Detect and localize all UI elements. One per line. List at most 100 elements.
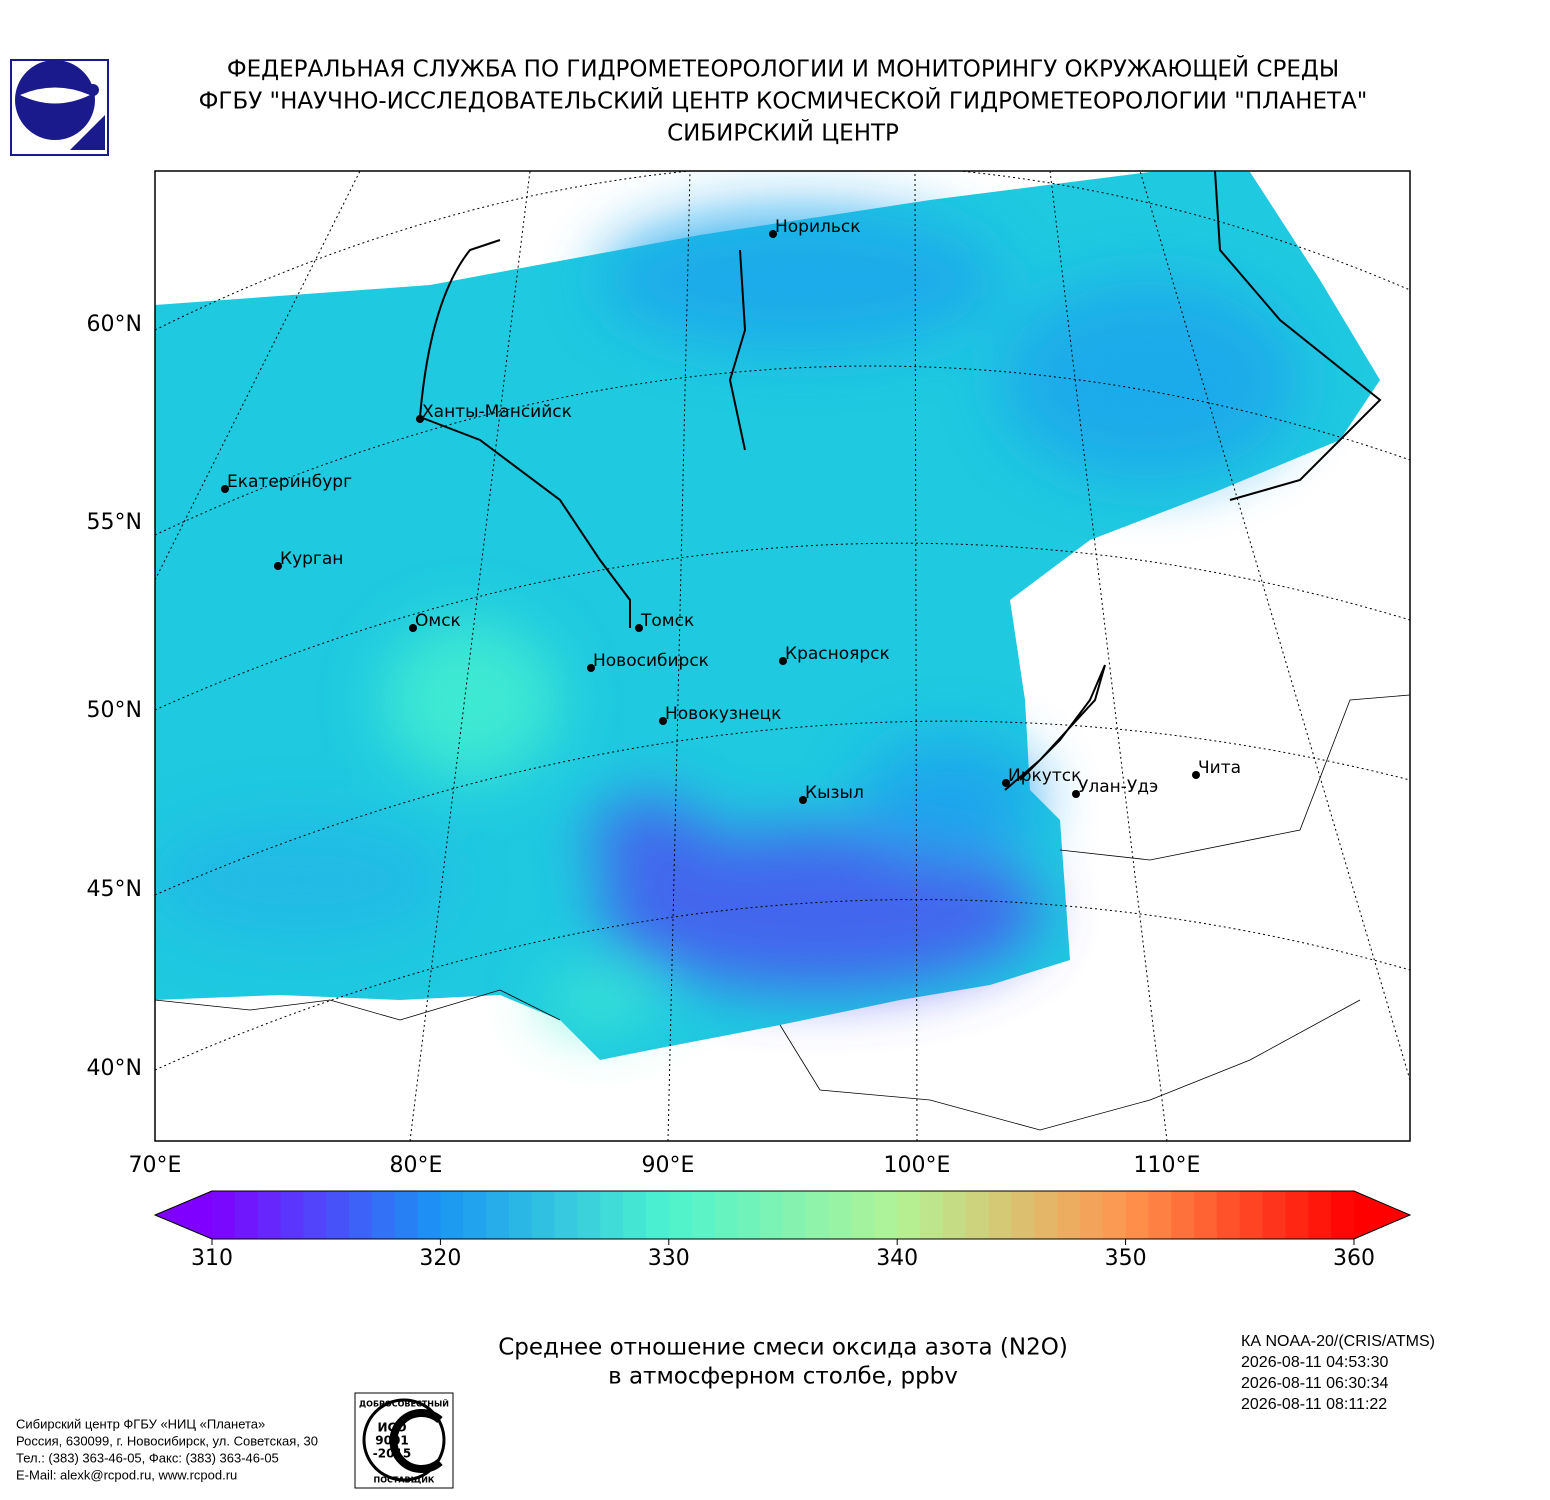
colorbar-segment — [371, 1191, 396, 1239]
map-frame — [154, 170, 1411, 1142]
colorbar-segment — [714, 1191, 738, 1239]
footer-line: Тел.: (383) 363-46-05, Факс: (383) 363-4… — [16, 1450, 279, 1465]
header-line: ФЕДЕРАЛЬНАЯ СЛУЖБА ПО ГИДРОМЕТЕОРОЛОГИИ … — [227, 55, 1339, 83]
colorbar-segment — [1239, 1191, 1264, 1239]
colorbar-segment — [805, 1191, 830, 1239]
city-dot — [1192, 771, 1200, 779]
colorbar-segment — [486, 1191, 510, 1239]
colorbar-segment — [1011, 1191, 1035, 1239]
lat-label: 55°N — [87, 510, 142, 535]
iso-text: ИСО — [377, 1421, 406, 1435]
colorbar-segment — [1125, 1191, 1149, 1239]
colorbar-max-arrow — [1354, 1191, 1410, 1239]
lat-label: 60°N — [87, 312, 142, 337]
colorbar-segment — [1057, 1191, 1081, 1239]
city-dot — [221, 485, 229, 493]
city-dot — [416, 415, 424, 423]
iso-top: ДОБРОСОВЕСТНЫЙ — [359, 1398, 449, 1409]
colorbar-segment — [1285, 1191, 1309, 1239]
lat-label: 50°N — [87, 698, 142, 723]
satellite-line: 2026-08-11 08:11:22 — [1241, 1396, 1387, 1413]
colorbar-segment — [828, 1191, 853, 1239]
city-label: Екатеринбург — [227, 472, 352, 492]
lon-label: 70°E — [129, 1153, 182, 1178]
city-label: Чита — [1198, 758, 1241, 778]
colorbar-tick-label: 320 — [419, 1246, 461, 1271]
colorbar-segment — [212, 1191, 236, 1239]
footer-line: E-Mail: alexk@rcpod.ru, www.rcpod.ru — [16, 1467, 237, 1482]
iso-bottom: ПОСТАВЩИК — [374, 1476, 435, 1485]
colorbar-segment — [737, 1191, 761, 1239]
colorbar-segment — [1194, 1191, 1218, 1239]
colorbar-segment — [645, 1191, 670, 1239]
caption-line: Среднее отношение смеси оксида азота (N2… — [498, 1335, 1068, 1361]
iso-text: 9001 — [375, 1434, 408, 1448]
iso-text: -2015 — [373, 1447, 411, 1461]
colorbar-segment — [326, 1191, 350, 1239]
colorbar-tick-label: 360 — [1333, 1246, 1375, 1271]
map-area — [155, 171, 1410, 1141]
colorbar-segment — [1034, 1191, 1058, 1239]
colorbar-segment — [760, 1191, 784, 1239]
colorbar-segment — [531, 1191, 556, 1239]
colorbar-segment — [691, 1191, 715, 1239]
colorbar-segment — [1331, 1191, 1355, 1239]
colorbar-segment — [1102, 1191, 1127, 1239]
city-dot — [409, 624, 417, 632]
city-dot — [587, 664, 595, 672]
city-dot — [1002, 779, 1010, 787]
city-label: Томск — [640, 611, 694, 631]
colorbar-segment — [1079, 1191, 1104, 1239]
city-dot — [799, 796, 807, 804]
colorbar-segment — [942, 1191, 967, 1239]
colorbar-segment — [1148, 1191, 1172, 1239]
colorbar-segment — [668, 1191, 693, 1239]
colorbar-segment — [554, 1191, 578, 1239]
colorbar-segment — [440, 1191, 464, 1239]
footer-line: Сибирский центр ФГБУ «НИЦ «Планета» — [16, 1416, 265, 1431]
city-label: Улан-Удэ — [1078, 777, 1158, 797]
city-label: Ханты-Мансийск — [422, 402, 572, 422]
colorbar-segment — [417, 1191, 441, 1239]
colorbar-segment — [394, 1191, 419, 1239]
colorbar-segment — [783, 1191, 807, 1239]
lon-label: 110°E — [1134, 1153, 1201, 1178]
city-label: Кызыл — [805, 783, 864, 803]
header-line: СИБИРСКИЙ ЦЕНТР — [667, 119, 899, 147]
satellite-line: 2026-08-11 04:53:30 — [1241, 1354, 1388, 1371]
colorbar-segment — [1262, 1191, 1286, 1239]
city-label: Омск — [415, 611, 461, 631]
city-label: Новосибирск — [593, 651, 709, 671]
colorbar-segment — [303, 1191, 327, 1239]
city-label: Норильск — [775, 217, 861, 237]
city-dot — [769, 230, 777, 238]
iso-c — [389, 1409, 443, 1473]
colorbar-segment — [349, 1191, 373, 1239]
satellite-line: КА NOAA-20/(CRIS/ATMS) — [1241, 1333, 1435, 1350]
city-dot — [1072, 790, 1080, 798]
dynamic: ФЕДЕРАЛЬНАЯ СЛУЖБА ПО ГИДРОМЕТЕОРОЛОГИИ … — [16, 55, 1435, 1489]
colorbar-segment — [920, 1191, 944, 1239]
colorbar-tick-label: 350 — [1105, 1246, 1147, 1271]
iso-ring — [362, 1398, 446, 1482]
colorbar-segment — [988, 1191, 1012, 1239]
lat-label: 45°N — [87, 877, 142, 902]
colorbar-segment — [508, 1191, 533, 1239]
colorbar-segment — [577, 1191, 601, 1239]
colorbar-tick-label: 310 — [191, 1246, 233, 1271]
colorbar-segment — [463, 1191, 487, 1239]
city-label: Красноярск — [785, 644, 890, 664]
city-label: Курган — [280, 549, 343, 569]
lon-label: 80°E — [390, 1153, 443, 1178]
colorbar-segment — [1216, 1191, 1241, 1239]
colorbar-segment — [600, 1191, 624, 1239]
colorbar-segment — [897, 1191, 921, 1239]
logo — [10, 59, 109, 156]
footer-line: Россия, 630099, г. Новосибирск, ул. Сове… — [16, 1433, 318, 1448]
colorbar-tick-label: 330 — [648, 1246, 690, 1271]
city-dot — [659, 717, 667, 725]
lon-label: 100°E — [884, 1153, 951, 1178]
header-line: ФГБУ "НАУЧНО-ИССЛЕДОВАТЕЛЬСКИЙ ЦЕНТР КОС… — [199, 87, 1368, 115]
city-dot — [274, 562, 282, 570]
